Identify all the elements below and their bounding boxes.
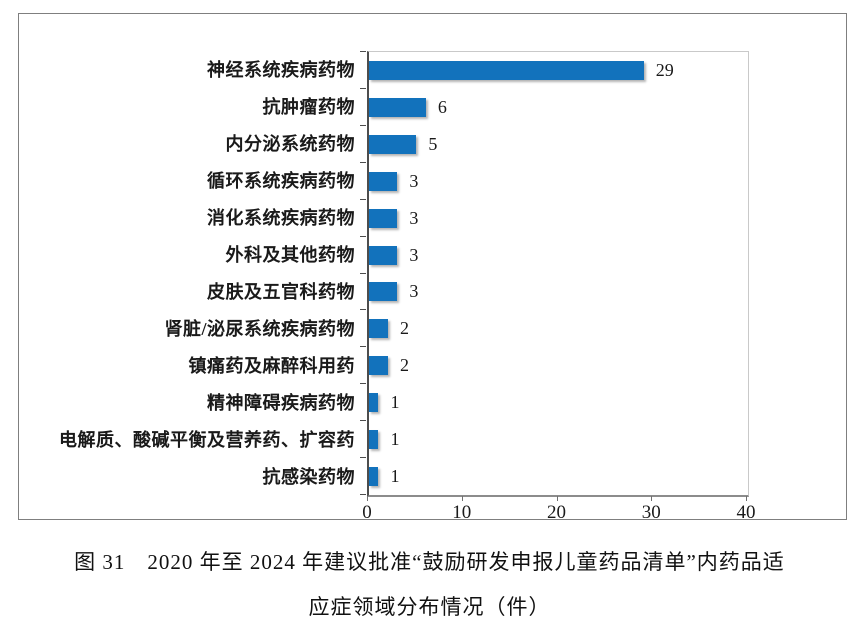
y-axis-tick [360,87,366,89]
x-axis-tick-label: 10 [452,502,472,523]
bar [369,356,388,376]
bar-value-label: 3 [409,170,419,191]
y-axis-tick [360,51,366,52]
x-axis-tick [746,496,747,501]
bar [369,97,426,117]
bar-value-label: 2 [399,355,409,376]
bar-value-label: 1 [390,392,400,413]
bar [369,393,379,413]
y-axis-tick [360,346,366,348]
y-axis-tick [360,161,366,163]
bar-value-label: 5 [428,133,438,154]
category-label: 内分泌系统药物 [225,134,355,155]
x-axis-tick-label: 20 [547,502,566,523]
category-label: 精神障碍疾病药物 [207,392,355,413]
bar [369,60,644,80]
category-label: 肾脏/泌尿系统疾病药物 [164,318,355,339]
x-axis-tick [367,496,368,501]
bar [369,171,398,191]
bar [369,282,398,302]
plot-area: 29 6 5 3 3 3 3 2 2 1 1 1 [367,51,749,497]
y-axis-tick [360,457,366,459]
category-label: 镇痛药及麻醉科用药 [188,355,355,376]
bar-value-label: 3 [409,207,419,228]
bar [369,134,417,154]
figure-caption: 图 31 2020 年至 2024 年建议批准“鼓励研发申报儿童药品清单”内药品… [0,538,859,628]
bar-value-label: 1 [390,429,400,450]
bar [369,430,379,450]
bar-chart: 29 6 5 3 3 3 3 2 2 1 1 1 神经系统疾病药物 抗肿瘤药物 内分泌系统药物 循环系统疾病… [18,13,847,523]
bar [369,245,398,265]
caption-line-2: 应症领域分布情况（件） [308,594,551,619]
y-axis-tick [360,309,366,311]
x-axis-tick [461,496,463,501]
x-axis-tick [651,496,653,501]
x-axis-tick-label: 40 [736,502,756,523]
y-axis-tick [360,383,366,385]
bar-value-label: 2 [399,318,409,339]
x-axis-tick-label: 0 [362,502,372,523]
bar-value-label: 1 [390,466,400,487]
y-axis-tick [360,272,366,274]
category-label: 抗肿瘤药物 [262,97,355,118]
category-label: 循环系统疾病药物 [207,171,355,192]
category-label: 外科及其他药物 [225,245,355,266]
x-axis-tick-label: 30 [641,502,661,523]
bar-value-label: 3 [409,244,419,265]
bar [369,208,398,228]
bar-value-label: 29 [655,59,674,80]
y-axis-tick [360,124,366,126]
y-axis-tick [360,494,366,495]
category-label: 皮肤及五官科药物 [207,281,355,302]
bar-value-label: 6 [437,96,447,117]
x-axis-tick [556,496,558,501]
caption-line-1: 图 31 2020 年至 2024 年建议批准“鼓励研发申报儿童药品清单”内药品… [74,549,785,574]
category-label: 抗感染药物 [262,466,355,487]
category-label: 电解质、酸碱平衡及营养药、扩容药 [59,429,355,450]
bar [369,467,379,487]
y-axis-tick [360,198,366,200]
bar-value-label: 3 [409,281,419,302]
category-label: 神经系统疾病药物 [207,60,355,81]
y-axis-tick [360,420,366,422]
category-label: 消化系统疾病药物 [207,208,355,229]
bar [369,319,388,339]
y-axis-tick [360,235,366,237]
